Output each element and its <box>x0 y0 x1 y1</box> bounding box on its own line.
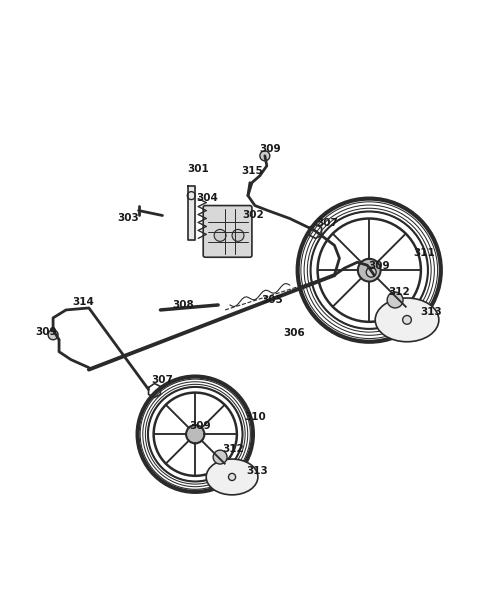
Ellipse shape <box>206 459 258 495</box>
Circle shape <box>260 151 270 161</box>
Circle shape <box>387 292 403 308</box>
Text: 313: 313 <box>246 466 268 476</box>
Polygon shape <box>188 185 195 241</box>
Circle shape <box>232 229 244 241</box>
Circle shape <box>214 229 226 241</box>
Text: 312: 312 <box>222 444 244 454</box>
Circle shape <box>213 450 227 464</box>
Text: 302: 302 <box>242 211 264 220</box>
Text: 307: 307 <box>316 218 338 229</box>
Circle shape <box>366 267 376 277</box>
Ellipse shape <box>375 298 439 342</box>
Circle shape <box>186 425 205 443</box>
Text: 314: 314 <box>72 297 94 307</box>
Circle shape <box>402 316 412 324</box>
Circle shape <box>228 473 236 481</box>
Text: 301: 301 <box>187 164 209 174</box>
Text: 312: 312 <box>388 287 410 297</box>
Circle shape <box>48 330 58 340</box>
Text: 309: 309 <box>369 261 390 271</box>
Text: 303: 303 <box>118 214 140 223</box>
Text: 305: 305 <box>261 295 282 305</box>
Text: 304: 304 <box>196 193 218 203</box>
Text: 307: 307 <box>152 374 174 385</box>
Text: 308: 308 <box>173 300 194 310</box>
Text: 315: 315 <box>241 166 263 176</box>
Text: 309: 309 <box>35 327 57 337</box>
Text: 311: 311 <box>413 248 435 258</box>
Text: 310: 310 <box>244 412 266 422</box>
Text: 313: 313 <box>420 307 442 317</box>
Text: 306: 306 <box>284 328 305 338</box>
FancyBboxPatch shape <box>203 206 252 257</box>
Text: 309: 309 <box>259 144 281 154</box>
Circle shape <box>358 259 380 281</box>
Text: 309: 309 <box>189 421 211 431</box>
